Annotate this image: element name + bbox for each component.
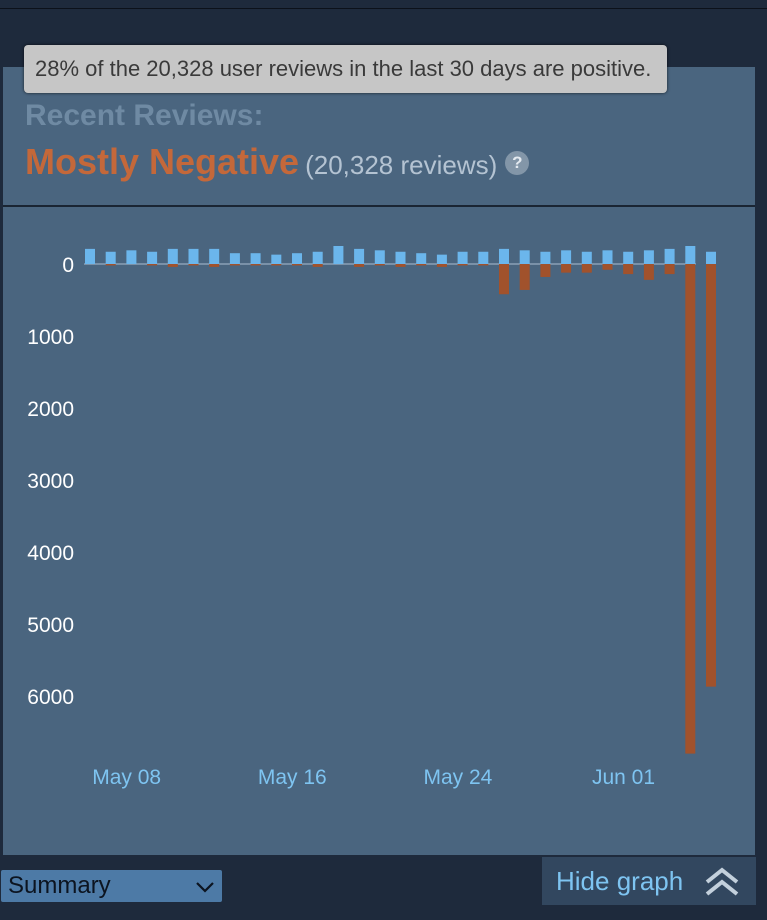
recent-reviews-panel: Recent Reviews: Mostly Negative (20,328 r… bbox=[3, 67, 755, 855]
review-tooltip: 28% of the 20,328 user reviews in the la… bbox=[24, 45, 667, 93]
y-tick-label: 6000 bbox=[27, 686, 74, 709]
positive-bar bbox=[602, 250, 613, 264]
negative-bar bbox=[706, 264, 716, 687]
negative-bar bbox=[602, 264, 613, 270]
double-chevron-up-icon bbox=[705, 867, 739, 896]
negative-bar bbox=[209, 264, 220, 267]
x-tick-label: Jun 01 bbox=[592, 766, 655, 789]
positive-bar bbox=[416, 253, 427, 264]
negative-bar bbox=[685, 264, 696, 754]
negative-bar bbox=[147, 264, 158, 266]
negative-bar bbox=[188, 264, 199, 266]
x-tick-label: May 24 bbox=[423, 766, 492, 789]
positive-bar bbox=[374, 250, 385, 264]
positive-bar bbox=[561, 250, 572, 264]
top-divider bbox=[0, 8, 767, 9]
section-title: Recent Reviews: bbox=[25, 99, 264, 132]
positive-bar bbox=[643, 250, 654, 264]
positive-bar bbox=[333, 246, 344, 264]
negative-bar bbox=[167, 264, 178, 267]
positive-bar bbox=[457, 251, 468, 264]
negative-bar bbox=[643, 264, 654, 280]
positive-bar bbox=[581, 251, 592, 264]
negative-bar bbox=[250, 264, 261, 266]
rating-label[interactable]: Mostly Negative bbox=[25, 141, 300, 182]
negative-bar bbox=[540, 264, 551, 277]
header-separator bbox=[3, 205, 755, 207]
negative-bar bbox=[519, 264, 530, 290]
hide-graph-label: Hide graph bbox=[556, 866, 684, 896]
positive-bar bbox=[167, 248, 178, 264]
graph-view-value: Summary bbox=[8, 872, 111, 899]
negative-bar bbox=[561, 264, 572, 273]
positive-bar bbox=[271, 254, 282, 264]
y-tick-label: 4000 bbox=[27, 542, 74, 565]
negative-bar bbox=[271, 264, 282, 266]
positive-bar bbox=[395, 251, 406, 264]
negative-bar bbox=[623, 264, 634, 275]
negative-bar bbox=[374, 264, 385, 266]
hide-graph-button[interactable]: Hide graph bbox=[542, 857, 756, 905]
negative-bar bbox=[499, 264, 509, 295]
negative-bar bbox=[292, 264, 302, 266]
positive-bar bbox=[105, 251, 116, 264]
positive-bar bbox=[706, 251, 716, 264]
negative-bar bbox=[354, 264, 365, 267]
positive-bar bbox=[188, 248, 199, 264]
positive-bar bbox=[664, 248, 675, 264]
positive-bar bbox=[292, 253, 302, 264]
positive-bar bbox=[147, 251, 158, 264]
negative-bar bbox=[436, 264, 447, 267]
negative-bar bbox=[312, 264, 323, 267]
review-count: (20,328 reviews) bbox=[305, 150, 498, 180]
positive-bar bbox=[126, 250, 137, 264]
positive-bar bbox=[312, 251, 323, 264]
positive-bar bbox=[85, 248, 95, 264]
positive-bar bbox=[209, 248, 220, 264]
y-tick-label: 0 bbox=[62, 254, 74, 277]
positive-bar bbox=[540, 251, 551, 264]
negative-bar bbox=[457, 264, 468, 266]
negative-bar bbox=[229, 264, 240, 266]
y-tick-label: 5000 bbox=[27, 614, 74, 637]
positive-bar bbox=[436, 254, 447, 264]
y-tick-label: 2000 bbox=[27, 398, 74, 421]
y-tick-label: 3000 bbox=[27, 470, 74, 493]
chevron-down-icon bbox=[194, 870, 216, 911]
help-icon[interactable]: ? bbox=[505, 151, 530, 175]
negative-bar bbox=[105, 264, 116, 266]
graph-view-select[interactable]: Summary bbox=[1, 870, 222, 902]
negative-bar bbox=[581, 264, 592, 273]
positive-bar bbox=[623, 251, 634, 264]
positive-bar bbox=[478, 251, 489, 264]
y-tick-label: 1000 bbox=[27, 326, 74, 349]
x-tick-label: May 08 bbox=[92, 766, 161, 789]
negative-bar bbox=[395, 264, 406, 267]
negative-bar bbox=[664, 264, 675, 275]
x-tick-label: May 16 bbox=[258, 766, 327, 789]
review-summary: Mostly Negative (20,328 reviews)? bbox=[25, 141, 530, 183]
positive-bar bbox=[499, 248, 509, 264]
negative-bar bbox=[416, 264, 427, 266]
positive-bar bbox=[685, 246, 696, 264]
positive-bar bbox=[250, 253, 261, 264]
positive-bar bbox=[229, 253, 240, 264]
positive-bar bbox=[354, 248, 365, 264]
negative-bar bbox=[478, 264, 489, 266]
positive-bar bbox=[519, 250, 530, 264]
